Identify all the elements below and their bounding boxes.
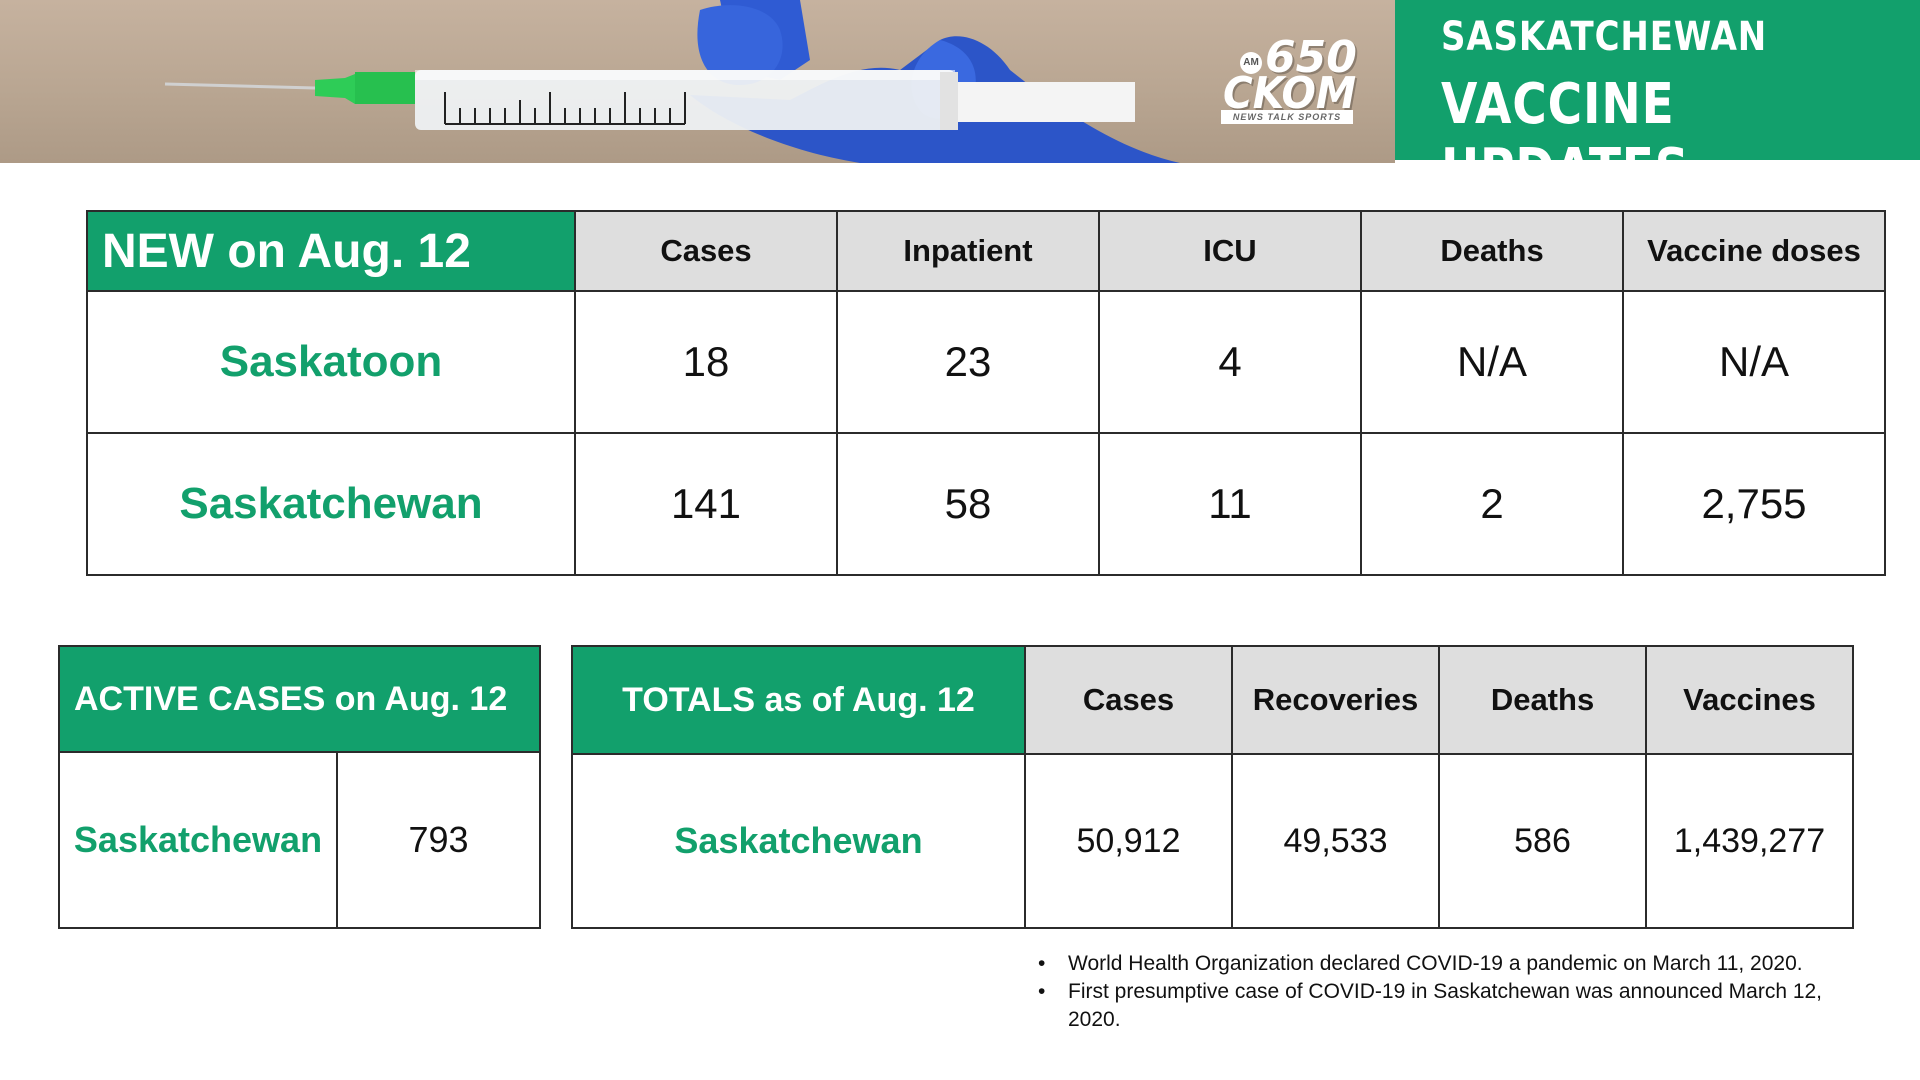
syringe-photo <box>0 0 1395 163</box>
table-cell: 18 <box>574 290 838 434</box>
column-header: Recoveries <box>1231 645 1440 755</box>
table-row: Saskatchewan 50,912 49,533 586 1,439,277 <box>571 753 1854 929</box>
table-cell: 1,439,277 <box>1645 753 1854 929</box>
column-header: Cases <box>1024 645 1233 755</box>
logo-frequency: 650 <box>1265 32 1357 83</box>
title-line-2: VACCINE UPDATES <box>1441 72 1689 163</box>
header-banner: AM 650 CKOM NEWS TALK SPORTS SASKATCHEWA… <box>0 0 1920 163</box>
table-row: Saskatchewan 141 58 11 2 2,755 <box>86 432 1886 576</box>
column-header: Deaths <box>1360 210 1624 292</box>
column-header: Cases <box>574 210 838 292</box>
column-header: Deaths <box>1438 645 1647 755</box>
footnote-item: World Health Organization declared COVID… <box>1030 950 1860 978</box>
table-cell: N/A <box>1360 290 1624 434</box>
table-cell: 586 <box>1438 753 1647 929</box>
station-logo: AM 650 CKOM NEWS TALK SPORTS <box>1215 30 1375 125</box>
logo-tagline: NEWS TALK SPORTS <box>1221 110 1353 124</box>
title-line-1: SASKATCHEWAN <box>1441 14 1768 60</box>
table-cell: 49,533 <box>1231 753 1440 929</box>
row-label: Saskatoon <box>86 290 576 434</box>
active-table-title: ACTIVE CASES on Aug. 12 <box>58 645 541 753</box>
table-row: Saskatchewan 793 <box>58 751 541 929</box>
table-cell: 11 <box>1098 432 1362 576</box>
footnote-item: First presumptive case of COVID-19 in Sa… <box>1030 978 1860 1034</box>
table-cell: 2,755 <box>1622 432 1886 576</box>
logo-am-badge: AM <box>1240 52 1262 74</box>
column-header: Vaccines <box>1645 645 1854 755</box>
column-header: Vaccine doses <box>1622 210 1886 292</box>
table-cell: 793 <box>336 751 541 929</box>
table-cell: 50,912 <box>1024 753 1233 929</box>
row-label: Saskatchewan <box>86 432 576 576</box>
title-panel: SASKATCHEWAN VACCINE UPDATES <box>1395 0 1920 163</box>
column-header: ICU <box>1098 210 1362 292</box>
active-cases-table: ACTIVE CASES on Aug. 12 Saskatchewan 793 <box>58 645 541 929</box>
table-cell: 58 <box>836 432 1100 576</box>
row-label: Saskatchewan <box>58 751 338 929</box>
footnotes: World Health Organization declared COVID… <box>1030 950 1860 1034</box>
syringe-icon <box>164 0 1180 163</box>
table-row: Saskatoon 18 23 4 N/A N/A <box>86 290 1886 434</box>
table-cell: 141 <box>574 432 838 576</box>
table-cell: 4 <box>1098 290 1362 434</box>
table-cell: 2 <box>1360 432 1624 576</box>
table-header-row: ACTIVE CASES on Aug. 12 <box>58 645 541 753</box>
new-table-title: NEW on Aug. 12 <box>86 210 576 292</box>
totals-table-title: TOTALS as of Aug. 12 <box>571 645 1026 755</box>
new-cases-table: NEW on Aug. 12 Cases Inpatient ICU Death… <box>86 210 1886 576</box>
table-header-row: NEW on Aug. 12 Cases Inpatient ICU Death… <box>86 210 1886 292</box>
table-cell: N/A <box>1622 290 1886 434</box>
table-header-row: TOTALS as of Aug. 12 Cases Recoveries De… <box>571 645 1854 755</box>
column-header: Inpatient <box>836 210 1100 292</box>
totals-table: TOTALS as of Aug. 12 Cases Recoveries De… <box>571 645 1854 929</box>
row-label: Saskatchewan <box>571 753 1026 929</box>
table-cell: 23 <box>836 290 1100 434</box>
